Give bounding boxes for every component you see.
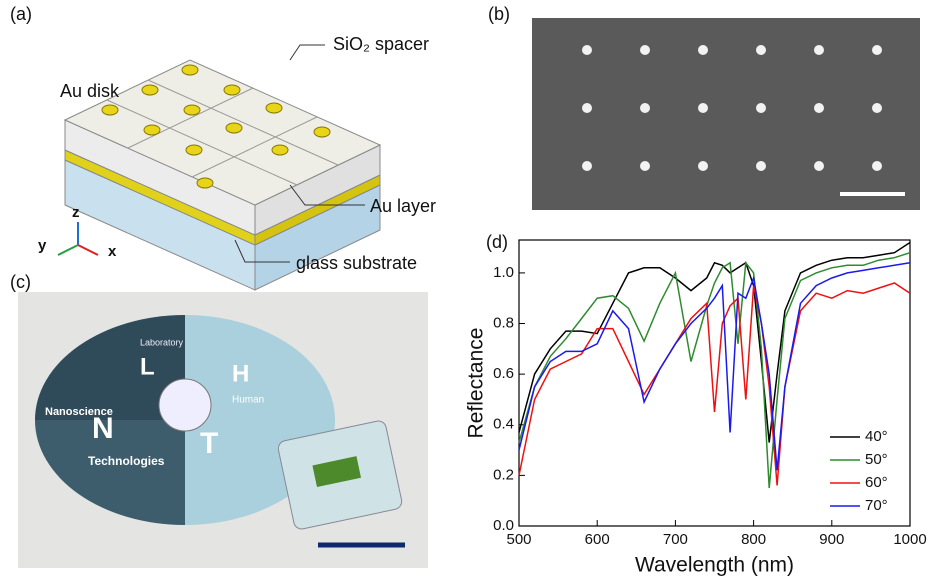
legend-label: 50° bbox=[865, 451, 888, 468]
series-line bbox=[519, 283, 910, 486]
particle bbox=[872, 103, 882, 113]
particle bbox=[872, 161, 882, 171]
particle bbox=[582, 103, 592, 113]
annotation: glass substrate bbox=[296, 253, 417, 273]
panel-label: (d) bbox=[486, 232, 508, 252]
particle bbox=[698, 161, 708, 171]
y-axis-label: Reflectance bbox=[465, 328, 488, 439]
particle bbox=[640, 103, 650, 113]
legend-label: 70° bbox=[865, 497, 888, 514]
logo-word: Laboratory bbox=[140, 337, 184, 347]
x-tick-label: 900 bbox=[819, 531, 844, 548]
annotation: SiO₂ spacer bbox=[333, 34, 429, 54]
particle bbox=[814, 103, 824, 113]
axis-name: y bbox=[38, 237, 47, 254]
logo-letter: L bbox=[140, 353, 155, 380]
axis-name: x bbox=[108, 243, 117, 260]
particle bbox=[582, 45, 592, 55]
logo-word: Human bbox=[232, 395, 264, 406]
x-axis-label: Wavelength (nm) bbox=[635, 554, 794, 577]
particle bbox=[698, 45, 708, 55]
series-line bbox=[519, 253, 910, 488]
logo-letter: T bbox=[200, 427, 218, 460]
axis-x-arrow bbox=[78, 245, 98, 255]
y-tick-label: 0.6 bbox=[493, 365, 514, 382]
particle bbox=[756, 161, 766, 171]
x-tick-label: 700 bbox=[663, 531, 688, 548]
logo-word: Technologies bbox=[88, 454, 165, 468]
y-tick-label: 0.8 bbox=[493, 314, 514, 331]
particle bbox=[582, 161, 592, 171]
logo-letter: N bbox=[92, 412, 114, 445]
axis-name: z bbox=[72, 204, 80, 221]
legend-label: 40° bbox=[865, 428, 888, 445]
y-tick-label: 0.4 bbox=[493, 416, 514, 433]
y-tick-label: 1.0 bbox=[493, 264, 514, 281]
panel-label: (b) bbox=[488, 4, 510, 24]
x-tick-label: 800 bbox=[741, 531, 766, 548]
x-tick-label: 600 bbox=[585, 531, 610, 548]
y-tick-label: 0.2 bbox=[493, 466, 514, 483]
x-tick-label: 500 bbox=[506, 531, 531, 548]
logo-letter: H bbox=[232, 360, 249, 387]
logo-center bbox=[159, 379, 211, 431]
particle bbox=[698, 103, 708, 113]
particle bbox=[640, 161, 650, 171]
x-tick-label: 1000 bbox=[893, 531, 926, 548]
particle bbox=[756, 103, 766, 113]
particle bbox=[640, 45, 650, 55]
particle bbox=[814, 45, 824, 55]
panel-label: (a) bbox=[10, 4, 32, 24]
particle bbox=[814, 161, 824, 171]
series-line bbox=[519, 263, 910, 471]
figure: (a) Au disk SiO₂ spacer Au layer glass s… bbox=[0, 0, 933, 583]
annotation: Au disk bbox=[60, 81, 120, 101]
particle bbox=[756, 45, 766, 55]
legend-label: 60° bbox=[865, 474, 888, 491]
axis-y-arrow bbox=[58, 245, 78, 255]
panel-label: (c) bbox=[10, 272, 31, 292]
annotation: Au layer bbox=[370, 196, 436, 216]
particle bbox=[872, 45, 882, 55]
